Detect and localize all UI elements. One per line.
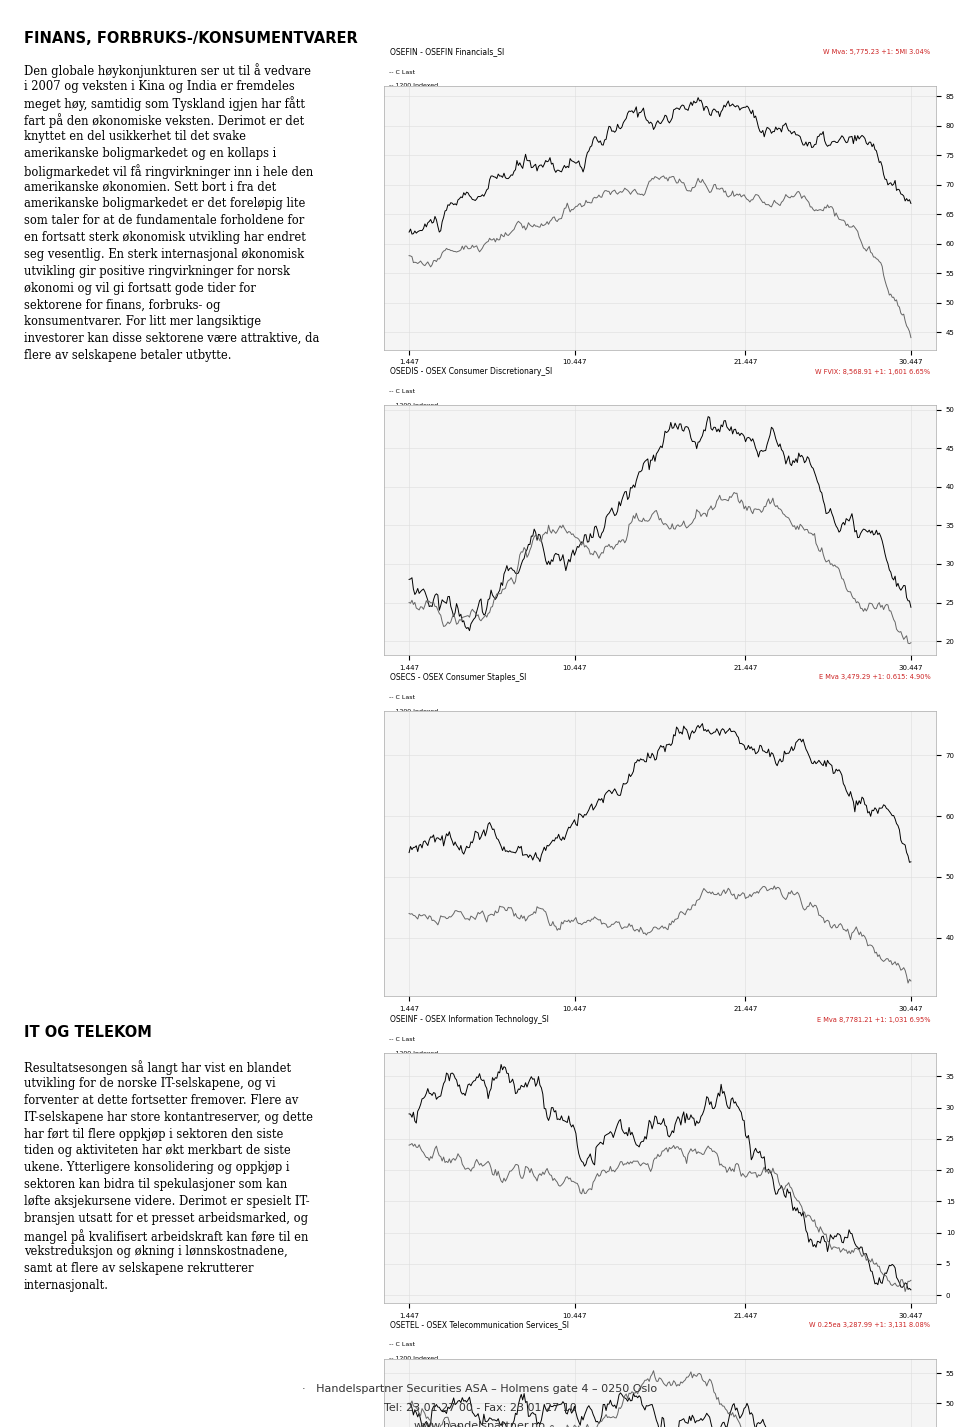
Text: fart på den økonomiske veksten. Derimot er det: fart på den økonomiske veksten. Derimot …	[24, 113, 304, 128]
Text: vekstreduksjon og økning i lønnskostnadene,: vekstreduksjon og økning i lønnskostnade…	[24, 1246, 288, 1259]
Text: -- C Last: -- C Last	[389, 70, 415, 74]
Text: utvikling gir positive ringvirkninger for norsk: utvikling gir positive ringvirkninger fo…	[24, 265, 290, 278]
Text: knyttet en del usikkerhet til det svake: knyttet en del usikkerhet til det svake	[24, 130, 246, 143]
Text: W FVIX: 8,568.91 +1: 1,601 6.65%: W FVIX: 8,568.91 +1: 1,601 6.65%	[815, 368, 930, 375]
Text: meget høy, samtidig som Tyskland igjen har fått: meget høy, samtidig som Tyskland igjen h…	[24, 97, 305, 111]
Text: ·   Handelspartner Securities ASA – Holmens gate 4 – 0250 Oslo: · Handelspartner Securities ASA – Holmen…	[302, 1384, 658, 1394]
Text: IT-selskapene har store kontantreserver, og dette: IT-selskapene har store kontantreserver,…	[24, 1110, 313, 1124]
Text: -- 1200 Indexed: -- 1200 Indexed	[389, 404, 438, 408]
Text: amerikanske boligmarkedet og en kollaps i: amerikanske boligmarkedet og en kollaps …	[24, 147, 276, 160]
Text: seg vesentlig. En sterk internasjonal økonomisk: seg vesentlig. En sterk internasjonal øk…	[24, 248, 304, 261]
Text: -- C Last: -- C Last	[389, 390, 415, 394]
Text: FINANS, FORBRUKS-/KONSUMENTVARER: FINANS, FORBRUKS-/KONSUMENTVARER	[24, 31, 358, 47]
Text: OSEFIN - OSEFIN Financials_SI: OSEFIN - OSEFIN Financials_SI	[390, 47, 504, 57]
Text: -- 1200 Indexed: -- 1200 Indexed	[389, 84, 438, 88]
Text: en fortsatt sterk økonomisk utvikling har endret: en fortsatt sterk økonomisk utvikling ha…	[24, 231, 306, 244]
Text: sektorene for finans, forbruks- og: sektorene for finans, forbruks- og	[24, 298, 221, 311]
Text: ukene. Ytterligere konsolidering og oppkjøp i: ukene. Ytterligere konsolidering og oppk…	[24, 1162, 290, 1174]
Text: forventer at dette fortsetter fremover. Flere av: forventer at dette fortsetter fremover. …	[24, 1095, 299, 1107]
Text: mangel på kvalifisert arbeidskraft kan føre til en: mangel på kvalifisert arbeidskraft kan f…	[24, 1229, 308, 1243]
Text: tiden og aktiviteten har økt merkbart de siste: tiden og aktiviteten har økt merkbart de…	[24, 1144, 291, 1157]
Text: OSEDIS - OSEX Consumer Discretionary_SI: OSEDIS - OSEX Consumer Discretionary_SI	[390, 367, 552, 377]
Text: -- 1200 Indexed: -- 1200 Indexed	[389, 1357, 438, 1361]
Text: internasjonalt.: internasjonalt.	[24, 1279, 109, 1293]
Text: bransjen utsatt for et presset arbeidsmarked, og: bransjen utsatt for et presset arbeidsma…	[24, 1212, 308, 1224]
Text: E Mva 8,7781.21 +1: 1,031 6.95%: E Mva 8,7781.21 +1: 1,031 6.95%	[817, 1016, 930, 1023]
Text: Tel: 23 01 27 00 - Fax: 23 01 27 10: Tel: 23 01 27 00 - Fax: 23 01 27 10	[384, 1403, 576, 1413]
Text: -- C Last: -- C Last	[389, 695, 415, 699]
Text: amerikanske boligmarkedet er det foreløpig lite: amerikanske boligmarkedet er det foreløp…	[24, 197, 305, 211]
Text: som taler for at de fundamentale forholdene for: som taler for at de fundamentale forhold…	[24, 214, 304, 227]
Text: Den globale høykonjunkturen ser ut til å vedvare: Den globale høykonjunkturen ser ut til å…	[24, 63, 311, 77]
Text: i 2007 og veksten i Kina og India er fremdeles: i 2007 og veksten i Kina og India er fre…	[24, 80, 295, 93]
Text: -- 1200 Indexed: -- 1200 Indexed	[389, 1052, 438, 1056]
Text: OSEINF - OSEX Information Technology_SI: OSEINF - OSEX Information Technology_SI	[390, 1015, 548, 1025]
Text: økonomi og vil gi fortsatt gode tider for: økonomi og vil gi fortsatt gode tider fo…	[24, 281, 256, 295]
Text: har ført til flere oppkjøp i sektoren den siste: har ført til flere oppkjøp i sektoren de…	[24, 1127, 283, 1140]
Text: investorer kan disse sektorene være attraktive, da: investorer kan disse sektorene være attr…	[24, 332, 320, 345]
Text: W 0.25ea 3,287.99 +1: 3,131 8.08%: W 0.25ea 3,287.99 +1: 3,131 8.08%	[809, 1321, 930, 1329]
Text: OSECS - OSEX Consumer Staples_SI: OSECS - OSEX Consumer Staples_SI	[390, 672, 526, 682]
Text: amerikanske økonomien. Sett bort i fra det: amerikanske økonomien. Sett bort i fra d…	[24, 181, 276, 194]
Text: Resultatsesongen så langt har vist en blandet: Resultatsesongen så langt har vist en bl…	[24, 1060, 291, 1075]
Text: W Mva: 5,775.23 +1: 5MI 3.04%: W Mva: 5,775.23 +1: 5MI 3.04%	[824, 49, 930, 56]
Text: E Mva 3,479.29 +1: 0.615: 4.90%: E Mva 3,479.29 +1: 0.615: 4.90%	[819, 674, 930, 681]
Text: -- 1200 Indexed: -- 1200 Indexed	[389, 709, 438, 714]
Text: www.handelspartner.no: www.handelspartner.no	[414, 1421, 546, 1427]
Text: IT OG TELEKOM: IT OG TELEKOM	[24, 1025, 152, 1040]
Text: konsumentvarer. For litt mer langsiktige: konsumentvarer. For litt mer langsiktige	[24, 315, 261, 328]
Text: løfte aksjekursene videre. Derimot er spesielt IT-: løfte aksjekursene videre. Derimot er sp…	[24, 1194, 310, 1209]
Text: sektoren kan bidra til spekulasjoner som kan: sektoren kan bidra til spekulasjoner som…	[24, 1179, 287, 1192]
Text: flere av selskapene betaler utbytte.: flere av selskapene betaler utbytte.	[24, 350, 231, 362]
Text: samt at flere av selskapene rekrutterer: samt at flere av selskapene rekrutterer	[24, 1263, 253, 1276]
Text: utvikling for de norske IT-selskapene, og vi: utvikling for de norske IT-selskapene, o…	[24, 1077, 276, 1090]
Text: OSETEL - OSEX Telecommunication Services_SI: OSETEL - OSEX Telecommunication Services…	[390, 1320, 568, 1330]
Text: -- C Last: -- C Last	[389, 1343, 415, 1347]
Text: boligmarkedet vil få ringvirkninger inn i hele den: boligmarkedet vil få ringvirkninger inn …	[24, 164, 313, 178]
Text: -- C Last: -- C Last	[389, 1037, 415, 1042]
